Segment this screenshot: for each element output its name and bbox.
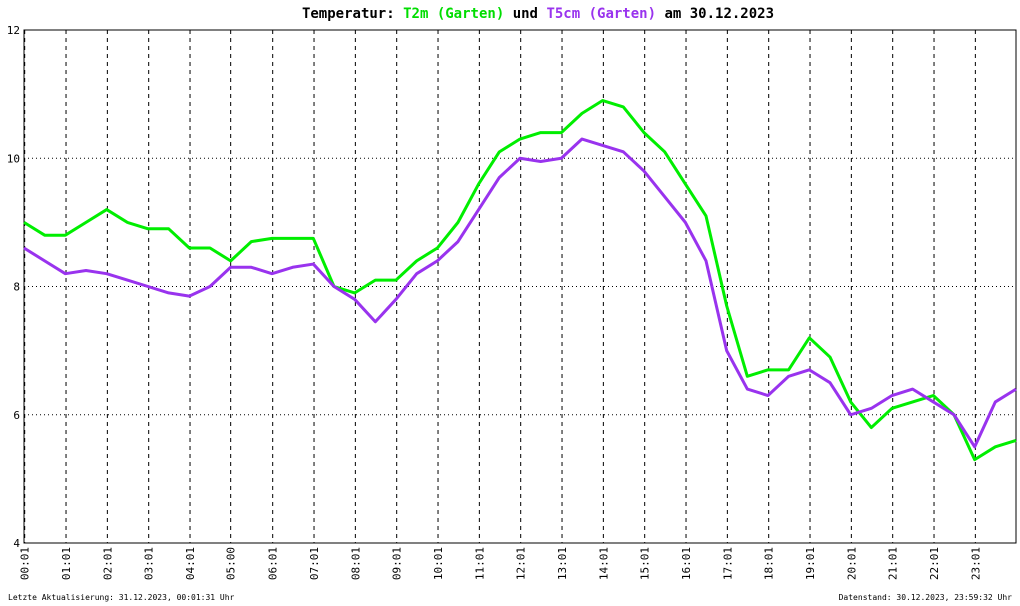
- legend-entry: T5cm (Garten): [546, 6, 656, 22]
- x-tick-label: 04:01: [184, 547, 197, 580]
- x-tick-label: 17:01: [721, 547, 734, 580]
- x-tick-label: 07:01: [308, 547, 321, 580]
- y-tick-label: 8: [13, 281, 20, 294]
- x-tick-label: 05:00: [225, 547, 238, 580]
- legend-entry: T2m (Garten): [403, 6, 504, 22]
- x-tick-label: 22:01: [928, 547, 941, 580]
- y-tick-label: 10: [7, 152, 20, 165]
- x-tick-label: 06:01: [267, 547, 280, 580]
- x-tick-label: 03:01: [143, 547, 156, 580]
- x-tick-label: 23:01: [969, 547, 982, 580]
- x-tick-label: 00:01: [19, 547, 32, 580]
- x-tick-label: 15:01: [639, 547, 652, 580]
- line-series: [23, 99, 1017, 462]
- x-tick-label: 20:01: [845, 547, 858, 580]
- x-tick-label: 10:01: [432, 547, 445, 580]
- title-prefix: Temperatur:: [302, 6, 395, 22]
- x-tick-label: 02:01: [101, 547, 114, 580]
- x-tick-label: 21:01: [887, 547, 900, 580]
- x-tick-label: 13:01: [556, 547, 569, 580]
- line-series: [23, 137, 1017, 449]
- x-tick-label: 11:01: [473, 547, 486, 580]
- y-tick-label: 12: [7, 24, 20, 37]
- y-tick-label: 4: [13, 537, 20, 550]
- x-tick-label: 08:01: [349, 547, 362, 580]
- title-suffix: am 30.12.2023: [664, 6, 774, 22]
- chart-title: Temperatur: T2m (Garten) und T5cm (Garte…: [302, 6, 774, 22]
- x-tick-label: 12:01: [515, 547, 528, 580]
- x-tick-label: 16:01: [680, 547, 693, 580]
- y-tick-label: 6: [13, 409, 20, 422]
- x-tick-label: 01:01: [60, 547, 73, 580]
- x-tick-label: 14:01: [597, 547, 610, 580]
- x-tick-label: 09:01: [391, 547, 404, 580]
- title-joiner: und: [513, 6, 538, 22]
- footer-left: Letzte Aktualisierung: 31.12.2023, 00:01…: [8, 593, 235, 602]
- footer-right: Datenstand: 30.12.2023, 23:59:32 Uhr: [839, 593, 1013, 602]
- x-tick-label: 18:01: [763, 547, 776, 580]
- x-tick-label: 19:01: [804, 547, 817, 580]
